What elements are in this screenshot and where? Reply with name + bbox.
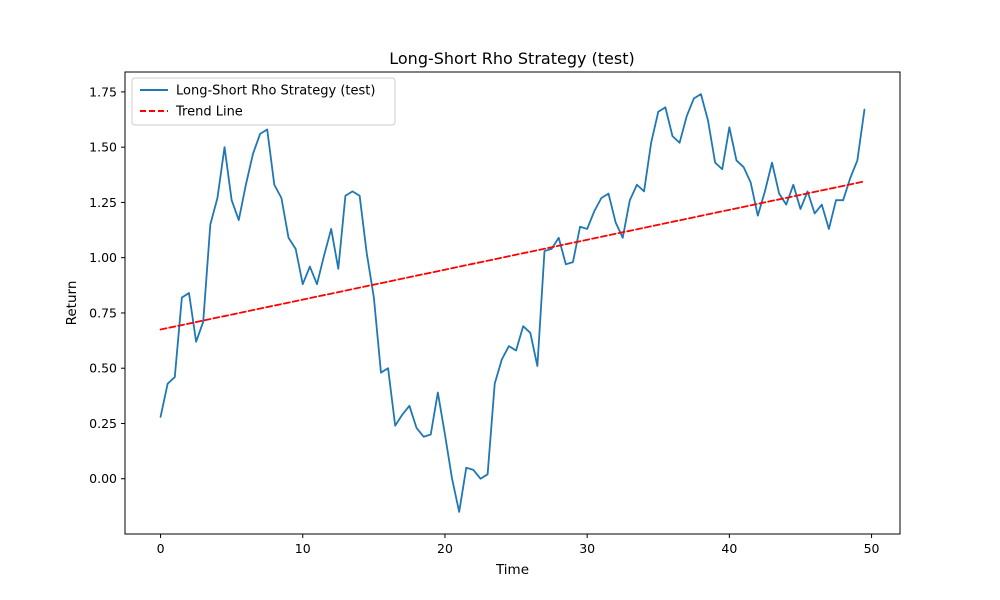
x-axis: 0 10 20 30 40 50 xyxy=(157,534,880,556)
x-tick-label: 40 xyxy=(721,541,737,556)
y-axis-title: Return xyxy=(64,281,80,326)
y-tick-label: 1.75 xyxy=(89,84,117,99)
legend-box xyxy=(131,77,396,126)
x-tick-label: 20 xyxy=(437,541,453,556)
y-tick-label: 0.75 xyxy=(89,305,117,320)
x-tick-label: 10 xyxy=(295,541,311,556)
y-tick-label: 1.25 xyxy=(89,195,117,210)
x-tick-label: 30 xyxy=(579,541,595,556)
series-line-strategy xyxy=(159,93,866,513)
y-tick-label: 0.00 xyxy=(89,471,117,486)
x-tick-label: 0 xyxy=(157,541,165,556)
series-line-trend xyxy=(159,180,866,331)
y-tick-label: 1.50 xyxy=(89,140,117,155)
chart-title: Long-Short Rho Strategy (test) xyxy=(389,49,635,68)
y-axis: 0.00 0.25 0.50 0.75 1.00 1.25 1.50 1.75 xyxy=(89,84,125,486)
legend-label-trend: Trend Line xyxy=(175,105,243,120)
x-axis-title: Time xyxy=(495,562,529,578)
y-tick-label: 0.25 xyxy=(89,416,117,431)
series-layer xyxy=(159,93,866,513)
x-tick-label: 50 xyxy=(864,541,880,556)
legend: Long-Short Rho Strategy (test) Trend Lin… xyxy=(131,77,396,126)
y-tick-label: 0.50 xyxy=(89,361,117,376)
legend-label-strategy: Long-Short Rho Strategy (test) xyxy=(176,84,375,99)
y-tick-label: 1.00 xyxy=(89,250,117,265)
plot-frame xyxy=(124,71,901,535)
